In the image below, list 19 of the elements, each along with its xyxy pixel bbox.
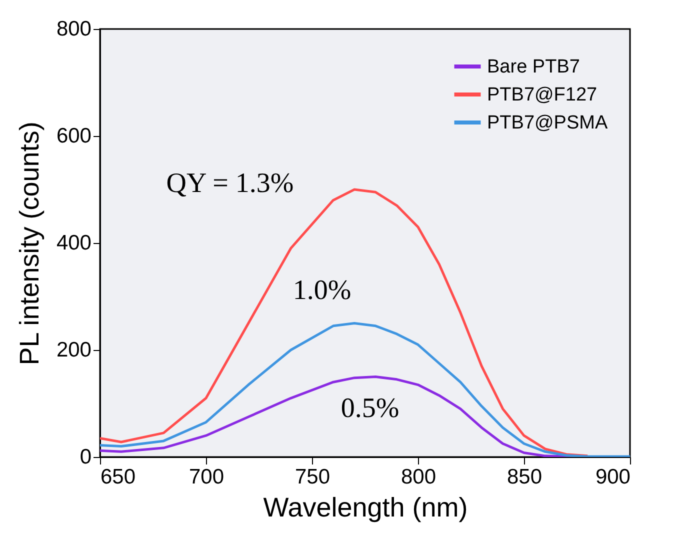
- y-tick-label: 400: [56, 232, 92, 254]
- annotation: 0.5%: [340, 393, 400, 424]
- y-tick-label: 800: [56, 18, 92, 40]
- x-tick-label: 850: [506, 466, 542, 488]
- legend-label: Bare PTB7: [487, 56, 580, 78]
- x-axis-title: Wavelength (nm): [263, 492, 468, 522]
- annotation: 1.0%: [292, 275, 352, 306]
- legend-label: PTB7@F127: [487, 84, 598, 106]
- x-tick-label: 750: [294, 466, 330, 488]
- x-tick-label: 900: [595, 466, 630, 488]
- y-tick-label: 0: [80, 446, 92, 468]
- y-axis-title: PL intensity (counts): [14, 122, 44, 366]
- annotation: QY = 1.3%: [166, 168, 294, 199]
- y-tick-label: 200: [56, 338, 92, 362]
- x-tick-label: 800: [400, 466, 436, 488]
- y-tick-label: 600: [56, 124, 92, 148]
- x-tick-label: 650: [100, 466, 136, 488]
- legend-label: PTB7@PSMA: [487, 112, 608, 134]
- x-tick-label: 700: [188, 466, 224, 488]
